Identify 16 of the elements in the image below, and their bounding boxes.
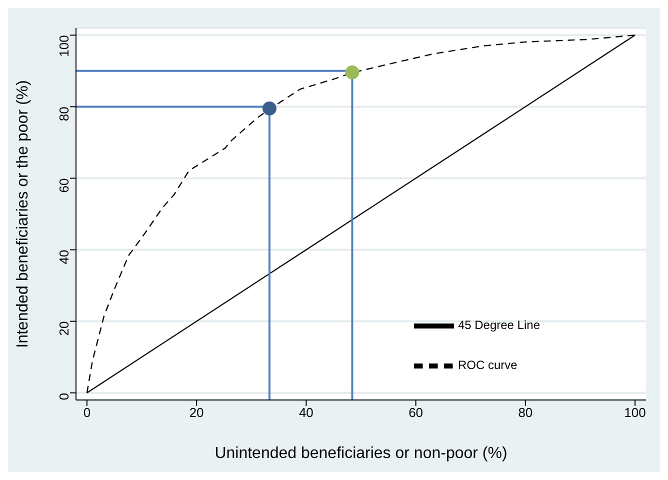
x-tick-label: 100 [624,405,646,420]
y-tick-label: 80 [56,106,72,122]
legend-label: 45 Degree Line [458,318,540,332]
x-tick-label: 40 [298,405,314,420]
x-tick-label: 0 [83,405,91,420]
y-tick-label: 0 [56,392,72,400]
x-tick-label: 20 [189,405,204,420]
x-tick-label: 60 [408,405,424,420]
y-axis-title: Intended beneficiaries or the poor (%) [14,80,32,348]
y-tick-label: 100 [56,35,72,57]
legend-label: ROC curve [458,358,518,372]
y-tick-label: 40 [56,250,72,264]
y-tick-label: 60 [56,178,72,193]
x-tick-label: 80 [518,405,533,420]
y-tick-label: 20 [56,321,72,336]
x-axis-title: Unintended beneficiaries or non-poor (%) [214,445,508,462]
